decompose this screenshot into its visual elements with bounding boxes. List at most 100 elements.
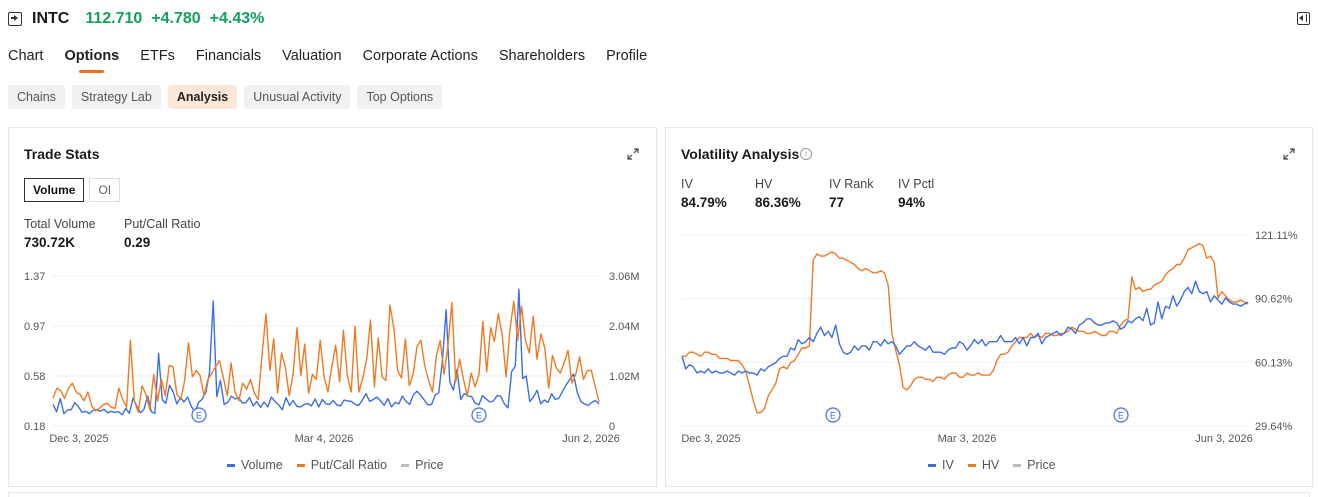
iv-pctl-stat: IV Pctl 94% — [898, 177, 934, 210]
legend-swatch — [1013, 463, 1022, 467]
legend-label: Put/Call Ratio — [310, 458, 388, 472]
volatility-card: Volatility Analysis i IV 84.79% HV 86.36… — [665, 127, 1313, 487]
iv-rank-stat: IV Rank 77 — [829, 177, 873, 210]
x-tick-label: Dec 3, 2025 — [49, 433, 108, 445]
volatility-chart: 121.11% 90.62% 60.13% 29.64% Dec 3, 2025 Mar … — [681, 230, 1298, 445]
subtab-top-options[interactable]: Top Options — [357, 85, 443, 109]
trade-stats-title: Trade Stats — [24, 146, 100, 162]
collapse-panel-icon[interactable] — [1297, 12, 1310, 25]
iv-rank-value: 77 — [829, 195, 845, 210]
price-change-pct: +4.43% — [209, 10, 265, 27]
next-card-edge — [8, 492, 1310, 497]
x-tick-label: Mar 4, 2026 — [295, 433, 354, 445]
legend-label: IV — [942, 458, 954, 472]
volatility-legend: IV HV Price — [928, 458, 1056, 472]
subtab-analysis[interactable]: Analysis — [167, 85, 238, 109]
iv-stat: IV 84.79% — [681, 177, 727, 210]
earnings-marker: E — [1113, 407, 1129, 423]
y-tick-label: 29.64% — [1255, 421, 1293, 433]
total-volume-value: 730.72K — [24, 235, 76, 250]
x-tick-label: Jun 2, 2026 — [562, 433, 620, 445]
tab-options[interactable]: Options — [64, 48, 120, 73]
y-left-tick-label: 1.37 — [24, 271, 45, 283]
hv-label: HV — [755, 177, 773, 191]
pc-ratio-line — [52, 300, 600, 413]
y-left-tick-label: 0.18 — [24, 421, 45, 433]
legend-iv[interactable]: IV — [928, 458, 954, 472]
subtab-strategy-lab[interactable]: Strategy Lab — [71, 85, 161, 109]
earnings-marker-circle — [825, 407, 841, 423]
main-tabs: Chart Options ETFs Financials Valuation … — [8, 48, 648, 73]
toggle-volume[interactable]: Volume — [24, 178, 85, 202]
trade-stats-chart: 1.37 3.06M 0.97 2.04M 0.58 1.02M 0.18 0 Dec 3, 2… — [24, 271, 640, 445]
ticker-symbol: INTC — [32, 10, 70, 27]
legend-volume[interactable]: Volume — [227, 458, 283, 472]
info-icon[interactable]: i — [800, 148, 812, 160]
legend-price[interactable]: Price — [1013, 458, 1056, 472]
legend-swatch — [296, 463, 305, 467]
tab-profile[interactable]: Profile — [606, 48, 648, 64]
earnings-marker: E — [825, 407, 841, 423]
quote-header: INTC 112.710 +4.780 +4.43% — [8, 8, 273, 30]
price-change: +4.780 — [151, 10, 201, 27]
subtab-unusual-activity[interactable]: Unusual Activity — [244, 85, 351, 109]
y-left-tick-label: 0.58 — [24, 371, 45, 383]
legend-label: Price — [1027, 458, 1056, 472]
earnings-marker: E — [191, 407, 207, 423]
pc-ratio-value: 0.29 — [124, 235, 151, 250]
hv-line — [682, 242, 1249, 414]
pc-ratio-label: Put/Call Ratio — [124, 217, 201, 231]
y-right-tick-label: 3.06M — [609, 271, 640, 283]
toggle-oi[interactable]: OI — [89, 178, 121, 202]
y-right-tick-label: 1.02M — [609, 371, 640, 383]
earnings-marker-circle — [1113, 407, 1129, 423]
x-tick-label: Dec 3, 2025 — [681, 433, 740, 445]
legend-hv[interactable]: HV — [967, 458, 999, 472]
iv-label: IV — [681, 177, 693, 191]
earnings-marker-label: E — [830, 411, 836, 421]
legend-swatch — [401, 463, 410, 467]
earnings-marker-label: E — [196, 411, 202, 421]
expand-icon[interactable] — [626, 147, 640, 161]
y-left-tick-label: 0.97 — [24, 321, 45, 333]
last-price: 112.710 — [85, 10, 143, 27]
y-right-tick-label: 0 — [609, 421, 615, 433]
earnings-marker-circle — [191, 407, 207, 423]
tab-chart[interactable]: Chart — [8, 48, 44, 64]
iv-pctl-label: IV Pctl — [898, 177, 935, 191]
iv-rank-label: IV Rank — [829, 177, 874, 191]
trade-stats-card: Trade Stats Volume OI Total Volume 730.7… — [8, 127, 657, 487]
options-subtabs: Chains Strategy Lab Analysis Unusual Act… — [8, 85, 443, 109]
earnings-marker-label: E — [1118, 411, 1124, 421]
legend-swatch — [227, 463, 235, 467]
total-volume-stat: Total Volume 730.72K — [24, 217, 96, 250]
subtab-chains[interactable]: Chains — [8, 85, 65, 109]
x-tick-label: Jun 3, 2026 — [1195, 433, 1253, 445]
legend-pc-ratio[interactable]: Put/Call Ratio — [296, 458, 388, 472]
legend-swatch — [928, 463, 936, 467]
legend-swatch — [967, 463, 976, 467]
y-tick-label: 60.13% — [1255, 357, 1293, 369]
legend-label: Volume — [241, 458, 283, 472]
iv-value: 84.79% — [681, 195, 727, 210]
hv-stat: HV 86.36% — [755, 177, 801, 210]
y-tick-label: 121.11% — [1255, 230, 1298, 242]
iv-pctl-value: 94% — [898, 195, 926, 210]
volume-oi-toggle: Volume OI — [24, 178, 125, 202]
earnings-marker: E — [471, 407, 487, 423]
legend-label: Price — [415, 458, 444, 472]
tab-valuation[interactable]: Valuation — [282, 48, 342, 64]
y-right-tick-label: 2.04M — [609, 321, 640, 333]
expand-sidebar-icon[interactable] — [8, 12, 22, 26]
total-volume-label: Total Volume — [24, 217, 96, 231]
volatility-title: Volatility Analysis — [681, 146, 800, 162]
tab-shareholders[interactable]: Shareholders — [498, 48, 586, 64]
volume-line — [52, 288, 600, 416]
tab-etfs[interactable]: ETFs — [140, 48, 175, 64]
trade-stats-legend: Volume Put/Call Ratio Price — [227, 458, 444, 472]
expand-icon[interactable] — [1282, 147, 1296, 161]
tab-corporate-actions[interactable]: Corporate Actions — [362, 48, 478, 64]
legend-price[interactable]: Price — [401, 458, 444, 472]
pc-ratio-stat: Put/Call Ratio 0.29 — [124, 217, 200, 250]
tab-financials[interactable]: Financials — [195, 48, 262, 64]
